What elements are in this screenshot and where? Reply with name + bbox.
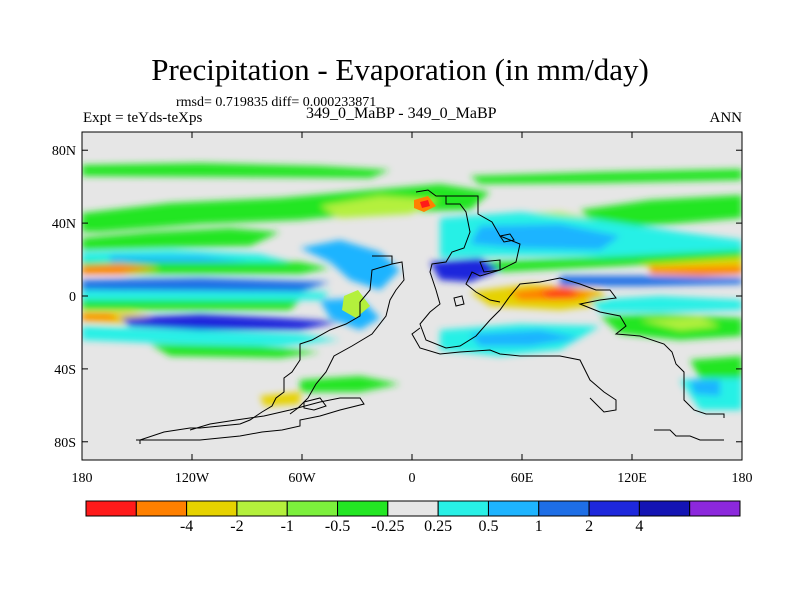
coastline-island-north [499, 233, 515, 243]
band-north-mid-west [82, 184, 490, 232]
feature-nw-africa-core [420, 200, 430, 208]
stats-label: rmsd= 0.719835 diff= 0.000233871 [176, 95, 377, 110]
colorbar-label: 4 [635, 518, 643, 535]
colorbar-label: 0.25 [424, 518, 452, 535]
colorbar-swatch [387, 500, 439, 517]
colorbar-swatch [286, 500, 339, 517]
x-tick-label: 60W [288, 471, 316, 486]
colorbar-label: -0.5 [325, 518, 350, 535]
chart-title: Precipitation - Evaporation (in mm/day) [151, 52, 649, 87]
colorbar-swatch [588, 500, 640, 517]
colorbar-label: 1 [535, 518, 543, 535]
band-north-subtropic-west [82, 228, 280, 250]
x-tick-label: 0 [409, 471, 416, 486]
band-south-tropic-orange-west [82, 314, 120, 320]
band-atlantic-wave [300, 240, 400, 290]
y-tick-label: 80N [52, 144, 76, 159]
colorbar-swatch [85, 500, 137, 517]
coastline-south-america-east [289, 261, 405, 415]
coastline-island-east [479, 259, 501, 273]
band-north-tropic-green [82, 262, 330, 274]
colorbar-label: -1 [281, 518, 294, 535]
colorbar-swatch [638, 500, 691, 517]
y-tick-label: 40S [54, 363, 76, 378]
colorbar-swatch [487, 500, 540, 517]
colorbar-label: -4 [180, 518, 193, 535]
band-north-tropic-orange-west [82, 264, 160, 274]
colorbar-label: -2 [230, 518, 243, 535]
season-label: ANN [709, 110, 743, 126]
coastline-australia [411, 327, 617, 413]
band-equator-blue [82, 278, 330, 292]
colorbar-swatch [135, 500, 188, 517]
colorbar-swatch [689, 500, 741, 517]
y-tick-label: 0 [69, 290, 76, 305]
band-indian-red [540, 290, 580, 298]
band-south-tropic-cyan [82, 326, 340, 346]
band-south-green [150, 344, 320, 358]
colorbar-label: 0.5 [478, 518, 498, 535]
coastline-americas [139, 255, 393, 444]
band-north-tropic-green-east [480, 250, 742, 272]
band-southern-ocean-blue [470, 330, 580, 346]
coastline-antarctica-west [136, 397, 365, 441]
band-north-arctic-west [82, 163, 390, 178]
x-tick-label: 60E [511, 471, 534, 486]
colorbar: -4 -2 -1 -0.5 -0.25 0.25 0.5 1 2 4 [85, 500, 741, 535]
y-tick-label: 80S [54, 436, 76, 451]
band-south-east-blue [690, 380, 720, 396]
band-equator-green [82, 300, 300, 310]
colorbar-swatch [236, 500, 288, 517]
band-north-pacific-east [580, 195, 742, 228]
x-tick-label: 180 [72, 471, 93, 486]
case-label: 349_0_MaBP - 349_0_MaBP [306, 105, 497, 122]
band-asia-blue [470, 224, 620, 250]
band-maritime-cyan [590, 296, 742, 312]
band-south-atlantic-green [300, 376, 400, 392]
band-equator-cyan [82, 290, 330, 300]
coastline-asia-east [559, 277, 725, 418]
coastline-africa [415, 189, 561, 349]
axis-ticks: 180 120W 60W 0 60E 120E 180 80N 40N 0 40S 80S [52, 132, 753, 486]
colorbar-swatch [186, 500, 238, 517]
band-south-west-yellow [260, 392, 300, 406]
colorbar-swatch [337, 500, 389, 517]
band-southeast-pacific-lime [640, 318, 720, 330]
band-india-blue [430, 258, 500, 282]
colorbar-label: 2 [585, 518, 593, 535]
band-south-east-green [690, 356, 742, 378]
experiment-label: Expt = teYds-teXps [83, 110, 203, 126]
coastline-eurasia [446, 195, 521, 303]
colorbar-swatch [437, 500, 489, 517]
band-north-atlantic [320, 196, 440, 218]
x-tick-label: 120W [175, 471, 210, 486]
coastlines [136, 189, 725, 444]
feature-atlantic-lime [342, 290, 370, 318]
band-south-tropic-blue [120, 314, 340, 330]
colorbar-swatch [538, 500, 590, 517]
coastline-island-indian [453, 295, 465, 307]
x-tick-label: 180 [732, 471, 753, 486]
x-tick-label: 120E [617, 471, 647, 486]
coastline-island-mid [303, 397, 327, 411]
coastline-antarctica-east [654, 429, 724, 441]
y-tick-label: 40N [52, 217, 76, 232]
colorbar-label: -0.25 [371, 518, 404, 535]
band-north-arctic-east [470, 169, 742, 184]
band-itcz-blue-east [560, 276, 742, 286]
